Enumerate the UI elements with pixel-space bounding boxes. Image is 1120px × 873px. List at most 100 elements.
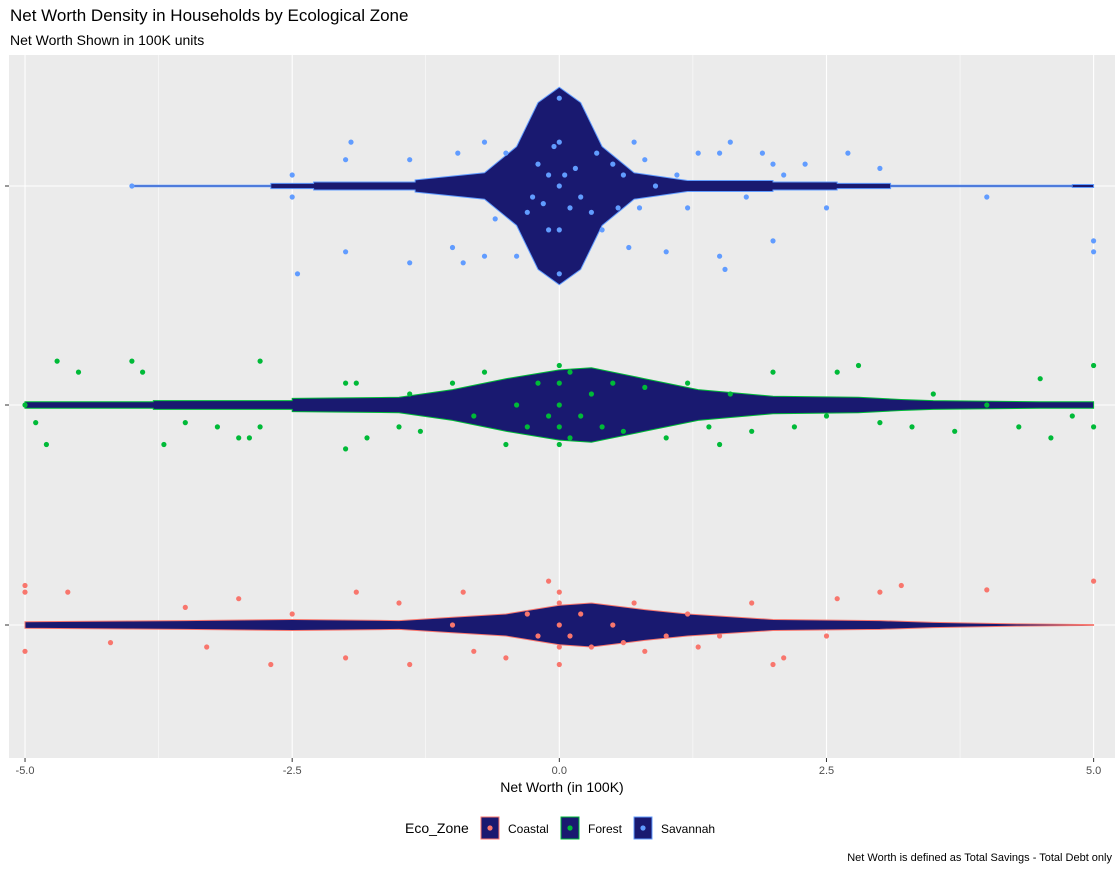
point-savannah [572,165,579,171]
point-savannah [524,209,530,215]
point-savannah [674,172,680,178]
point-savannah [695,150,701,156]
point-forest [685,380,691,386]
point-coastal [407,661,413,668]
point-forest [54,358,60,364]
legend-key-coastal [480,816,500,840]
point-savannah [546,227,552,233]
point-forest [481,369,488,375]
x-tick-label: 0.0 [552,765,567,777]
legend-title: Eco_Zone [405,820,469,836]
point-forest [834,369,840,375]
point-savannah [407,157,413,163]
point-forest [556,402,562,408]
point-savannah [567,205,573,211]
point-forest [417,428,423,434]
point-savannah [594,150,600,156]
point-savannah [535,161,541,167]
point-savannah [610,161,616,167]
point-savannah [685,205,691,211]
point-savannah [823,205,830,211]
point-savannah [663,249,669,255]
point-savannah [722,266,728,272]
point-forest [823,413,830,419]
legend-key-forest [560,816,580,840]
point-forest [620,428,627,434]
point-forest [610,380,616,386]
point-savannah [348,139,354,145]
point-coastal [236,596,242,602]
point-savannah [556,183,562,189]
point-coastal [610,622,616,628]
point-coastal [770,661,776,668]
point-forest [140,369,146,375]
point-forest [535,380,541,386]
point-savannah [717,253,723,259]
point-coastal [353,589,359,595]
violin-savannah [131,86,1095,286]
point-coastal [877,589,883,595]
point-savannah [599,227,605,233]
point-savannah [626,244,632,251]
point-coastal [663,633,669,639]
point-forest [909,424,915,430]
point-savannah [636,205,643,211]
point-coastal [578,611,584,617]
point-forest [33,420,39,426]
point-forest [556,424,562,430]
point-coastal [182,604,188,611]
point-forest [546,413,552,419]
point-coastal [781,655,787,661]
point-coastal [567,633,573,639]
point-forest [663,435,669,441]
point-forest [22,402,28,408]
point-savannah [546,172,552,178]
point-forest [791,424,798,430]
point-forest [75,369,82,375]
point-coastal [620,640,627,646]
point-savannah [294,271,301,277]
point-savannah [556,95,562,101]
point-savannah [289,172,295,178]
point-forest [236,435,242,441]
x-tick-label: -5.0 [16,765,35,777]
point-coastal [898,582,904,589]
point-forest [343,446,349,452]
point-forest [161,441,167,448]
point-coastal [984,587,990,593]
point-forest [984,402,990,408]
point-forest [556,380,562,386]
point-savannah [615,205,621,211]
point-coastal [823,633,830,639]
point-coastal [556,600,562,606]
point-savannah [802,161,808,167]
point-savannah [551,143,557,150]
point-forest [471,413,477,419]
x-axis-title: Net Worth (in 100K) [500,779,623,795]
chart-title: Net Worth Density in Households by Ecolo… [10,6,409,25]
point-forest [749,428,755,434]
point-forest [343,380,349,386]
point-savannah [652,183,659,189]
point-coastal [834,596,840,602]
point-savannah [717,150,723,156]
point-savannah [556,227,562,233]
point-savannah [289,194,295,200]
point-savannah [770,161,776,167]
point-forest [1069,413,1075,419]
point-savannah [129,183,135,189]
chart-subtitle: Net Worth Shown in 100K units [10,32,205,48]
point-savannah [556,139,562,145]
point-coastal [471,648,477,654]
point-savannah [588,209,595,215]
point-forest [503,441,509,448]
legend-label-coastal: Coastal [508,822,549,836]
point-savannah [642,157,648,163]
point-forest [1037,376,1043,382]
point-forest [556,362,562,369]
point-forest [1016,424,1022,430]
point-forest [930,391,936,397]
point-savannah [578,194,584,200]
point-savannah [620,172,627,178]
legend-label-forest: Forest [588,822,623,836]
